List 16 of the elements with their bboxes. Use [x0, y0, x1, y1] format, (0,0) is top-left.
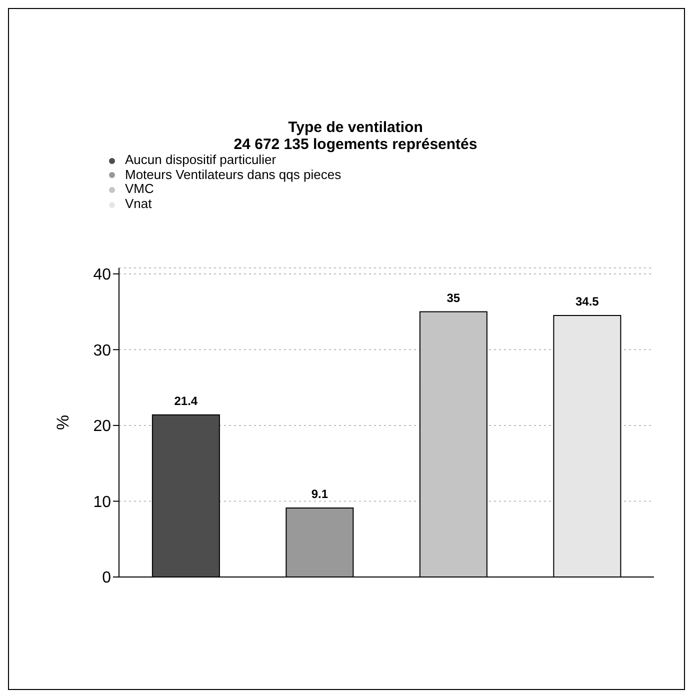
y-tick-label: 40 — [93, 266, 112, 284]
data-label: 35 — [446, 290, 460, 305]
y-tick-label: 0 — [102, 570, 112, 587]
data-label: 34.5 — [576, 294, 600, 309]
chart-subtitle: 24 672 135 logements représentés — [232, 136, 478, 153]
legend-label: Vnat — [125, 196, 152, 212]
legend-label: Moteurs Ventilateurs dans qqs pieces — [125, 166, 342, 182]
y-axis-title: % — [54, 414, 72, 430]
legend-label: Aucun dispositif particulier — [125, 152, 276, 167]
y-tick-label: 10 — [93, 494, 112, 511]
y-tick-label: 20 — [93, 418, 112, 436]
data-label: 21.4 — [174, 394, 198, 408]
y-tick-label: 30 — [93, 342, 112, 360]
data-label: 9.1 — [311, 487, 328, 502]
chart-title: Type de ventilation — [287, 119, 424, 136]
legend-label: VMC — [125, 181, 154, 196]
